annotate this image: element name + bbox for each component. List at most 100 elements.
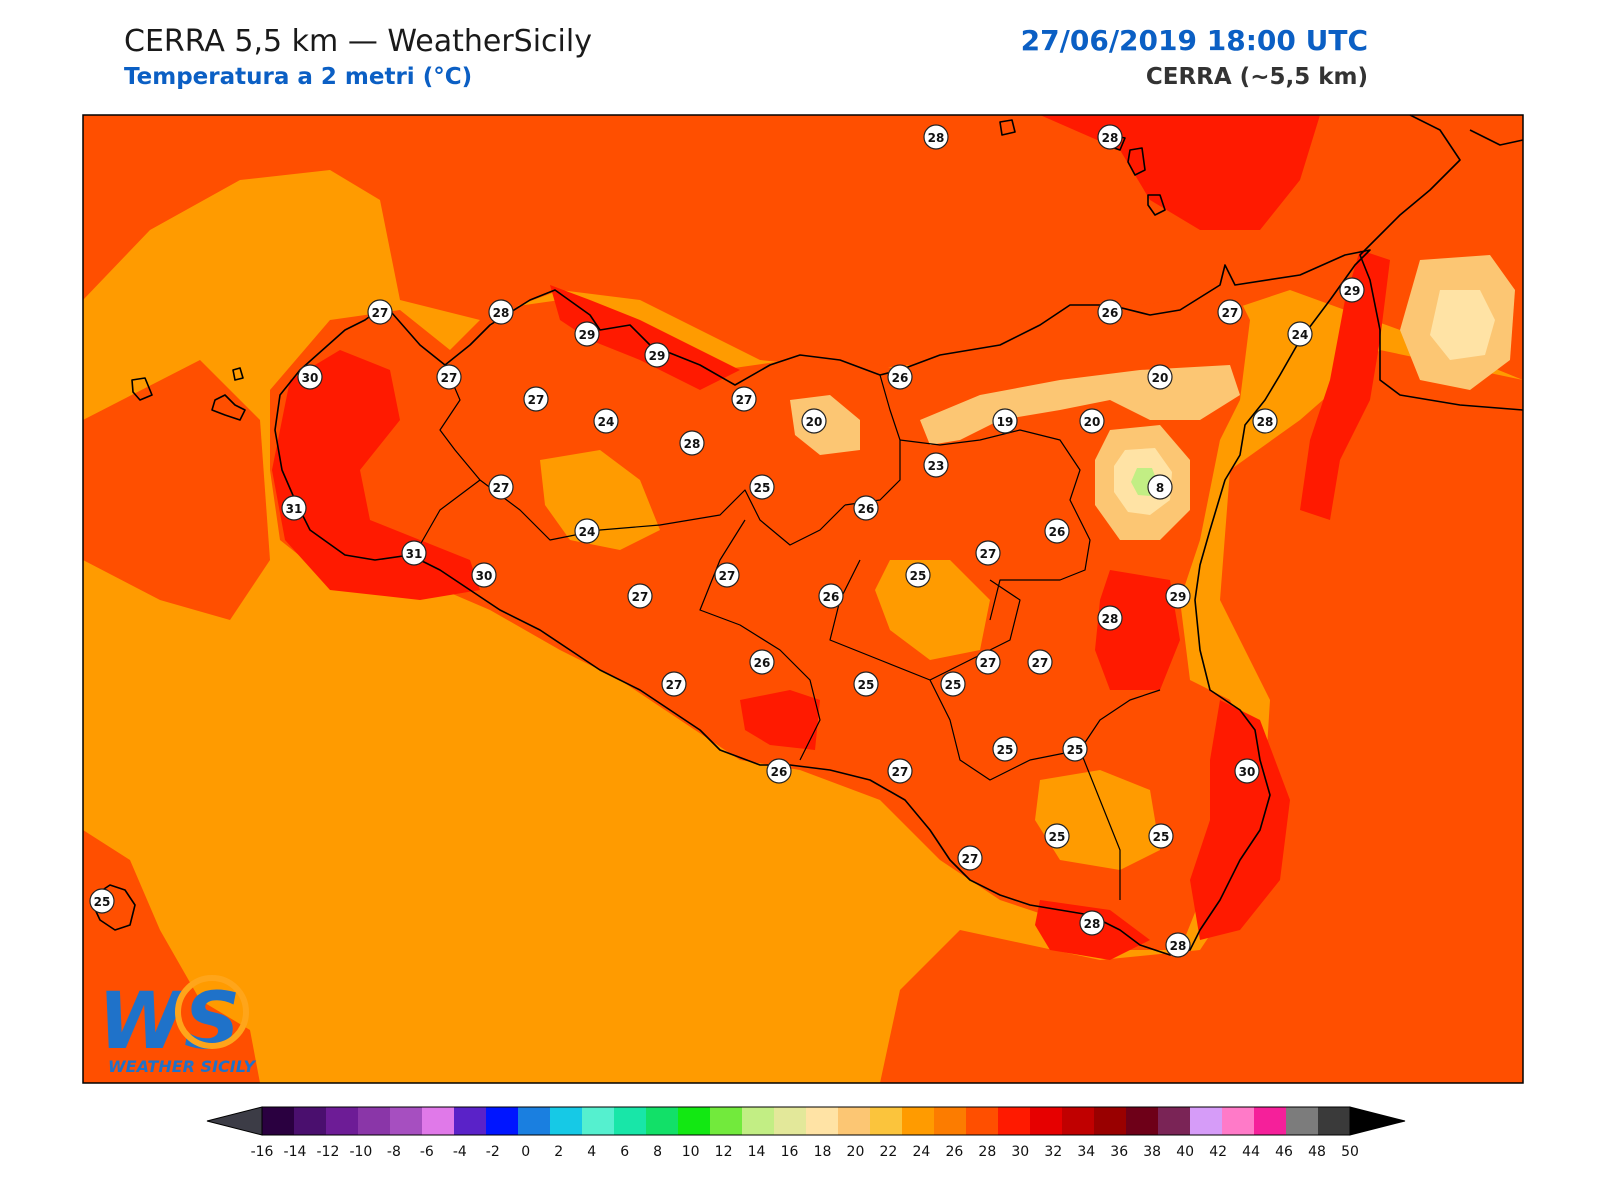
- station-circle: [1165, 583, 1191, 609]
- station-circle: [644, 342, 670, 368]
- station-circle: [905, 562, 931, 588]
- station-marker: 25: [853, 671, 879, 697]
- station-circle: [574, 321, 600, 347]
- station-value: 25: [910, 569, 927, 583]
- variable-subtitle: Temperatura a 2 metri (°C): [124, 64, 473, 90]
- coastlines: [92, 114, 1524, 956]
- station-circle: [749, 474, 775, 500]
- station-circle: [992, 408, 1018, 434]
- colorbar-tick-label: 36: [1110, 1144, 1128, 1160]
- station-marker: 28: [679, 430, 705, 456]
- station-value: 27: [666, 678, 683, 692]
- station-marker: 25: [905, 562, 931, 588]
- station-value: 27: [632, 590, 649, 604]
- colorbar-cell: [1254, 1107, 1287, 1135]
- station-value: 27: [493, 481, 510, 495]
- logo-sun-icon: [175, 975, 249, 1049]
- station-value: 29: [1170, 590, 1187, 604]
- calabria-coastline: [1359, 114, 1524, 411]
- colorbar-tick-label: 14: [748, 1144, 766, 1160]
- colorbar-under-arrow: [206, 1106, 263, 1136]
- colorbar-cell: [934, 1107, 967, 1135]
- colorbar-tick-label: 26: [945, 1144, 963, 1160]
- station-circle: [1079, 408, 1105, 434]
- station-circle: [89, 888, 115, 914]
- station-value: 25: [1067, 743, 1084, 757]
- catania-ragusa-border: [929, 679, 1161, 781]
- station-value: 26: [823, 590, 840, 604]
- station-value: 28: [1084, 917, 1101, 931]
- station-marker: 25: [1062, 736, 1088, 762]
- station-circle: [940, 671, 966, 697]
- station-circle: [801, 408, 827, 434]
- station-marker: 28: [1097, 124, 1123, 150]
- colorbar-cell: [294, 1107, 327, 1135]
- station-marker: 27: [1217, 299, 1243, 325]
- colorbar-tick-label: 38: [1143, 1144, 1161, 1160]
- colorbar-tick-label: 46: [1275, 1144, 1293, 1160]
- colorbar-cell: [646, 1107, 679, 1135]
- station-circle: [1252, 408, 1278, 434]
- station-marker: 28: [923, 124, 949, 150]
- station-value: 20: [1152, 371, 1169, 385]
- station-marker: 25: [1148, 823, 1174, 849]
- colorbar-tick-label: 50: [1341, 1144, 1359, 1160]
- station-circle: [1097, 605, 1123, 631]
- station-marker: 26: [818, 583, 844, 609]
- station-value: 25: [1049, 830, 1066, 844]
- colorbar-cell: [582, 1107, 615, 1135]
- station-circle: [975, 540, 1001, 566]
- station-value: 8: [1156, 481, 1164, 495]
- station-marker: 23: [923, 452, 949, 478]
- station-circle: [488, 474, 514, 500]
- station-circle: [436, 364, 462, 390]
- station-circle: [1097, 299, 1123, 325]
- colorbar-tick-label: -16: [251, 1144, 274, 1160]
- colorbar-tick-label: -8: [387, 1144, 401, 1160]
- colorbar-cell: [678, 1107, 711, 1135]
- station-circle: [1234, 758, 1260, 784]
- station-marker: 20: [1079, 408, 1105, 434]
- station-circle: [593, 408, 619, 434]
- model-name: CERRA (~5,5 km): [1145, 64, 1368, 90]
- station-value: 29: [1344, 284, 1361, 298]
- colorbar-cell: [1286, 1107, 1319, 1135]
- colorbar-cell: [486, 1107, 519, 1135]
- station-circle: [1148, 823, 1174, 849]
- station-marker: 27: [436, 364, 462, 390]
- station-circle: [1062, 736, 1088, 762]
- station-value: 25: [997, 743, 1014, 757]
- colorbar-tick-label: 2: [554, 1144, 563, 1160]
- station-value: 31: [286, 502, 303, 516]
- map-panel: [83, 115, 1523, 1083]
- station-marker: 27: [957, 845, 983, 871]
- station-marker: 25: [89, 888, 115, 914]
- station-circle: [661, 671, 687, 697]
- station-value: 20: [806, 415, 823, 429]
- station-circle: [1339, 277, 1365, 303]
- station-value: 28: [928, 131, 945, 145]
- station-circle: [1217, 299, 1243, 325]
- colorbar-over-arrow: [1349, 1106, 1406, 1136]
- colorbar: -16 -14 -12 -10 -8 -6 -4 -2 0 2 4 6 8 10 12 14 16 18 20 22 2…: [206, 1106, 1406, 1160]
- station-value: 30: [302, 371, 319, 385]
- station-marker: 27: [661, 671, 687, 697]
- logo-wordmark: WEATHER SICILY: [108, 1057, 256, 1076]
- marettimo-coastline: [131, 377, 153, 401]
- lipari-coastline: [1127, 147, 1146, 176]
- station-value: 28: [684, 437, 701, 451]
- station-value: 28: [1102, 612, 1119, 626]
- colorbar-cell: [998, 1107, 1031, 1135]
- colorbar-tick-label: 8: [653, 1144, 662, 1160]
- messina-catania-border: [899, 429, 1091, 621]
- map-frame: [82, 114, 1524, 1084]
- station-circle: [1044, 823, 1070, 849]
- aspromonte-mild-core: [1430, 290, 1495, 360]
- station-marker: 26: [749, 649, 775, 675]
- station-circle: [992, 736, 1018, 762]
- calabria-hot-zone: [1300, 250, 1390, 520]
- station-circle: [679, 430, 705, 456]
- station-marker: 20: [801, 408, 827, 434]
- station-marker: 27: [731, 386, 757, 412]
